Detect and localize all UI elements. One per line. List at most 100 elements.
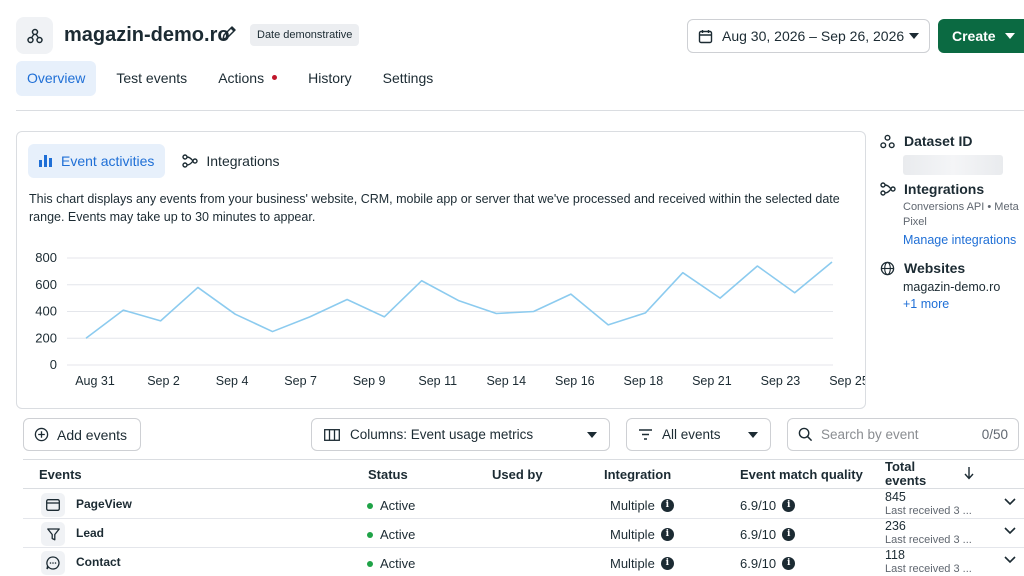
tab-integrations[interactable]: Integrations: [171, 144, 290, 178]
status-cell: Active: [367, 556, 415, 571]
x-tick-label: Sep 23: [761, 374, 801, 388]
integration-cell: Multiple i: [610, 498, 674, 513]
integrations-icon: [182, 154, 199, 168]
col-status[interactable]: Status: [368, 467, 408, 482]
tab-label: Actions: [218, 70, 265, 86]
chat-bubble-icon: [41, 551, 65, 575]
info-icon[interactable]: i: [782, 528, 796, 541]
dataset-id-redacted: [903, 155, 1003, 175]
integration-text: Multiple: [610, 556, 655, 571]
dataset-section: Dataset ID: [880, 133, 1024, 175]
integrations-heading: Integrations: [880, 181, 1024, 197]
info-icon[interactable]: i: [782, 557, 796, 570]
integrations-sub: Conversions API • Meta: [903, 201, 1019, 213]
tab-event-activities[interactable]: Event activities: [28, 144, 166, 178]
tab-label: Event activities: [61, 153, 155, 169]
x-tick-label: Sep 4: [216, 374, 249, 388]
y-tick-label: 400: [35, 304, 57, 319]
tab-label: Overview: [27, 70, 86, 86]
info-icon[interactable]: i: [660, 499, 674, 512]
total-count: 118: [885, 548, 905, 562]
notification-dot: [272, 74, 278, 80]
dataset-logo-icon: [16, 17, 53, 54]
edit-pencil-icon[interactable]: [220, 24, 238, 42]
search-char-count: 0/50: [981, 427, 1008, 442]
columns-select[interactable]: Columns: Event usage metrics: [311, 418, 610, 451]
table-row[interactable]: Contact Active Multiple i 6.9/10 i 118 Last…: [23, 548, 1024, 576]
col-total-line2: events: [885, 473, 927, 488]
filter-icon: [639, 429, 652, 440]
x-tick-label: Sep 7: [284, 374, 317, 388]
event-filter-select[interactable]: All events: [626, 418, 771, 451]
dataset-icon: [26, 28, 43, 43]
expand-chevron-icon[interactable]: [1004, 527, 1016, 535]
info-icon[interactable]: i: [660, 557, 674, 570]
col-total-events[interactable]: Total events: [885, 460, 926, 488]
series-line: [85, 261, 833, 339]
calendar-icon: [698, 29, 713, 44]
tab-label: Test events: [116, 70, 188, 86]
tab-overview[interactable]: Overview: [16, 61, 97, 96]
emq-cell: 6.9/10 i: [740, 527, 796, 542]
y-tick-label: 0: [50, 357, 57, 372]
browser-window-icon: [41, 493, 65, 517]
x-tick-label: Sep 25: [829, 374, 865, 388]
more-websites-link[interactable]: +1 more: [903, 297, 950, 311]
status-active-dot: [367, 502, 373, 509]
tab-actions[interactable]: Actions: [207, 61, 288, 96]
tab-history[interactable]: History: [297, 61, 363, 96]
total-count: 236: [885, 519, 906, 533]
chevron-down-icon: [748, 431, 758, 438]
total-count: 845: [885, 490, 906, 504]
x-tick-label: Sep 11: [418, 374, 457, 388]
tab-test-events[interactable]: Test events: [105, 61, 198, 96]
tabs-divider: [16, 110, 1024, 111]
info-icon[interactable]: i: [782, 499, 796, 512]
col-integration[interactable]: Integration: [604, 467, 672, 482]
expand-chevron-icon[interactable]: [1004, 556, 1016, 564]
x-tick-label: Aug 31: [75, 374, 115, 388]
table-row[interactable]: PageView Active Multiple i 6.9/10 i 845 Las…: [23, 490, 1024, 519]
add-events-button[interactable]: Add events: [23, 418, 141, 451]
sort-arrow-down-icon[interactable]: [964, 467, 974, 480]
table-row[interactable]: Lead Active Multiple i 6.9/10 i 236 Last re…: [23, 519, 1024, 548]
y-tick-label: 200: [35, 330, 57, 345]
emq-cell: 6.9/10 i: [740, 556, 796, 571]
emq-text: 6.9/10: [740, 556, 777, 571]
expand-chevron-icon[interactable]: [1004, 498, 1016, 506]
search-icon: [798, 427, 813, 442]
date-range-picker[interactable]: Aug 30, 2026 – Sep 26, 2026: [687, 19, 930, 53]
col-event-match-quality[interactable]: Event match quality: [740, 467, 863, 482]
col-used-by[interactable]: Used by: [492, 467, 543, 482]
page-title: magazin-demo.ro: [64, 24, 230, 46]
card-tabs: Event activities Integrations: [28, 144, 297, 178]
tab-label: History: [308, 70, 352, 86]
x-tick-label: Sep 14: [486, 374, 526, 388]
integrations-label: Integrations: [904, 181, 985, 197]
create-button[interactable]: Create: [938, 19, 1024, 53]
dataset-heading: Dataset ID: [880, 133, 1024, 149]
total-events-cell: 236 Last received 3 ...: [885, 520, 972, 547]
integration-cell: Multiple i: [610, 527, 674, 542]
create-label: Create: [952, 28, 996, 44]
event-search[interactable]: 0/50: [787, 418, 1019, 451]
search-input[interactable]: [821, 427, 961, 442]
tab-label: Integrations: [206, 153, 280, 169]
emq-text: 6.9/10: [740, 527, 777, 542]
filter-select-value: All events: [662, 427, 721, 442]
globe-icon: [880, 261, 897, 276]
info-icon[interactable]: i: [660, 528, 674, 541]
status-text: Active: [380, 527, 416, 542]
date-range-label: Aug 30, 2026 – Sep 26, 2026: [722, 28, 905, 44]
col-events[interactable]: Events: [39, 467, 82, 482]
event-activity-card: Event activities Integrations This chart…: [16, 131, 866, 409]
dataset-icon: [880, 134, 897, 149]
status-active-dot: [367, 531, 373, 538]
integrations-icon: [880, 182, 897, 196]
tab-settings[interactable]: Settings: [372, 61, 445, 96]
emq-cell: 6.9/10 i: [740, 498, 796, 513]
status-text: Active: [380, 498, 416, 513]
columns-icon: [324, 428, 340, 441]
websites-heading: Websites: [880, 260, 1024, 276]
manage-integrations-link[interactable]: Manage integrations: [903, 233, 1017, 247]
